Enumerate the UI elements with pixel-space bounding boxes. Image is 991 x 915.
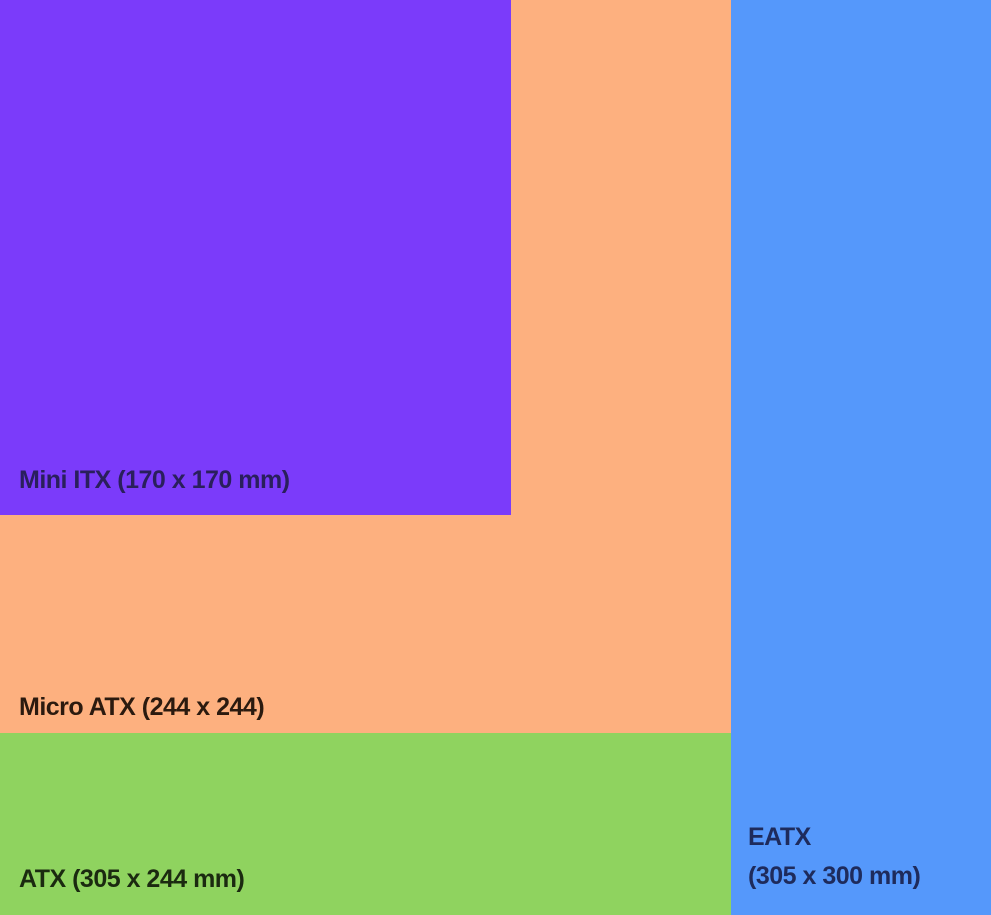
micro-atx-label: Micro ATX (244 x 244) [19, 693, 265, 721]
atx-label: ATX (305 x 244 mm) [19, 865, 245, 893]
mini-itx-label: Mini ITX (170 x 170 mm) [19, 466, 290, 494]
eatx-label: EATX (305 x 300 mm) [748, 818, 921, 896]
eatx-board-area: EATX (305 x 300 mm) [731, 0, 991, 915]
mini-itx-board-area: Mini ITX (170 x 170 mm) [0, 0, 511, 515]
eatx-label-name: EATX [748, 823, 811, 851]
eatx-label-size: (305 x 300 mm) [748, 861, 921, 890]
atx-board-area: ATX (305 x 244 mm) [0, 733, 731, 915]
